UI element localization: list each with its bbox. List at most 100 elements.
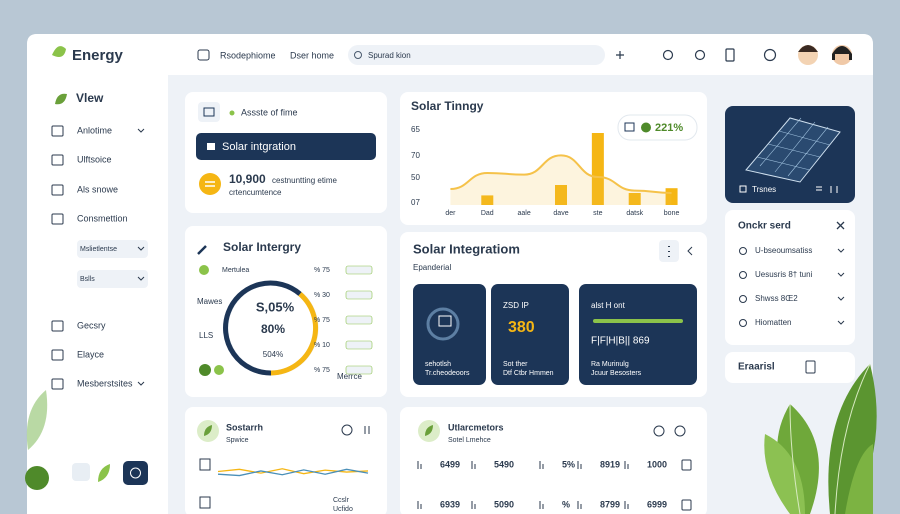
icon[interactable] <box>687 246 693 256</box>
cell-icon <box>624 501 629 509</box>
close[interactable] <box>836 221 845 230</box>
tile <box>413 284 486 385</box>
icon[interactable] <box>341 424 353 436</box>
nav-item[interactable]: Bslls <box>80 276 95 283</box>
icon[interactable] <box>805 360 816 374</box>
nav-box[interactable] <box>77 270 148 288</box>
nav-link[interactable]: Rsodephiome <box>220 50 276 60</box>
tile <box>579 284 697 385</box>
icon[interactable] <box>694 49 706 61</box>
amount-note: cestnuntting etime <box>272 176 337 185</box>
gauge-label: LLS <box>199 331 213 340</box>
tile-line: Sot ther <box>503 361 528 368</box>
card-sub: Epanderial <box>413 263 451 272</box>
cell: % <box>562 499 570 509</box>
row-chip <box>345 265 373 275</box>
search-text: Spurad kion <box>368 51 411 60</box>
icon <box>204 425 212 436</box>
nav-icon <box>51 349 64 361</box>
cell: 6499 <box>440 459 460 469</box>
tile-icon <box>438 315 452 327</box>
gauge-arc <box>270 292 319 376</box>
cell-icon <box>417 461 422 469</box>
x-tick-label: bone <box>664 210 680 217</box>
nav-item[interactable]: Mesberstsites <box>77 378 133 388</box>
cell-icon <box>577 501 582 509</box>
section: Vlew <box>76 91 104 105</box>
tile-top: alst H ont <box>591 301 626 310</box>
icon[interactable] <box>725 48 735 62</box>
cell-icon <box>471 461 476 469</box>
leaf-vein <box>789 363 871 514</box>
icon[interactable] <box>653 425 665 437</box>
icon <box>425 425 433 436</box>
icon[interactable] <box>364 426 370 434</box>
nav-icon <box>51 378 64 390</box>
icon-box <box>198 102 220 122</box>
hair <box>798 45 818 52</box>
search-box[interactable] <box>348 45 605 65</box>
list-icon <box>739 271 747 279</box>
leaf-button[interactable] <box>25 466 49 490</box>
panel-label: Trsnes <box>752 185 776 194</box>
dot <box>229 110 235 116</box>
leaf-icon <box>98 464 110 482</box>
leaf <box>845 444 873 514</box>
nav-box[interactable] <box>77 240 148 258</box>
nav-item[interactable]: Gecsry <box>77 320 106 330</box>
icon[interactable] <box>674 425 686 437</box>
nav-item[interactable]: Als snowe <box>77 184 118 194</box>
row-label: % 75 <box>314 267 330 274</box>
icon[interactable] <box>763 48 777 62</box>
axis-label: 70 <box>411 151 420 160</box>
nav-item[interactable]: Mslietlentse <box>80 246 117 253</box>
x-tick-label: dave <box>553 210 568 217</box>
leaves <box>764 363 877 514</box>
row-label: % 75 <box>314 317 330 324</box>
hair <box>832 46 852 60</box>
leaf <box>26 390 48 450</box>
list-item[interactable]: U-bseoumsatiss <box>755 246 812 255</box>
button[interactable] <box>72 463 90 481</box>
nav-item[interactable]: Elayce <box>77 349 104 359</box>
nav-icon <box>51 320 64 332</box>
list-item[interactable]: Shwss 8Œ2 <box>755 294 798 303</box>
coin-icon <box>199 173 221 195</box>
icon[interactable] <box>616 51 624 59</box>
badge <box>617 114 698 141</box>
button-label[interactable]: Solar intgration <box>222 141 296 153</box>
checkbox[interactable] <box>681 499 692 511</box>
tile-top: ZSD IP <box>503 301 529 310</box>
nav-item[interactable]: Anlotime <box>77 125 112 135</box>
amount: 10,900 <box>229 172 266 186</box>
cell-icon <box>577 461 582 469</box>
tile <box>491 284 569 385</box>
gauge-label: Mawes <box>197 297 222 306</box>
logo <box>52 46 66 57</box>
search-icon <box>354 51 362 59</box>
brand: Energy <box>72 47 124 64</box>
chevron <box>137 276 145 281</box>
dark-button[interactable] <box>123 461 148 485</box>
list-item[interactable]: Hiomatten <box>755 318 791 327</box>
x-tick-label: datsk <box>626 210 643 217</box>
icon <box>641 122 651 133</box>
back-icon[interactable] <box>197 49 210 61</box>
gauge-rows: % 75 % 30 % 75 % 10 % 75 <box>314 265 373 375</box>
row-label: % 75 <box>314 367 330 374</box>
primary-button[interactable] <box>196 133 376 160</box>
checkbox[interactable] <box>681 459 692 471</box>
gauge-arc <box>223 280 302 376</box>
icon <box>203 107 215 117</box>
chart-title: Solar Tinngy <box>411 99 484 113</box>
cell: 8799 <box>600 499 620 509</box>
nav-item[interactable]: Ulftsoice <box>77 154 112 164</box>
nav-item[interactable]: Consmettion <box>77 213 128 223</box>
tile-value: F|F|H|B|| 869 <box>591 336 650 347</box>
icon[interactable] <box>662 49 674 61</box>
list-item[interactable]: Uesusris 8† tuni <box>755 270 813 279</box>
cell: 5490 <box>494 459 514 469</box>
icon <box>739 185 747 193</box>
footer-title: Eraarisl <box>738 362 775 373</box>
nav-link[interactable]: Dser home <box>290 50 334 60</box>
